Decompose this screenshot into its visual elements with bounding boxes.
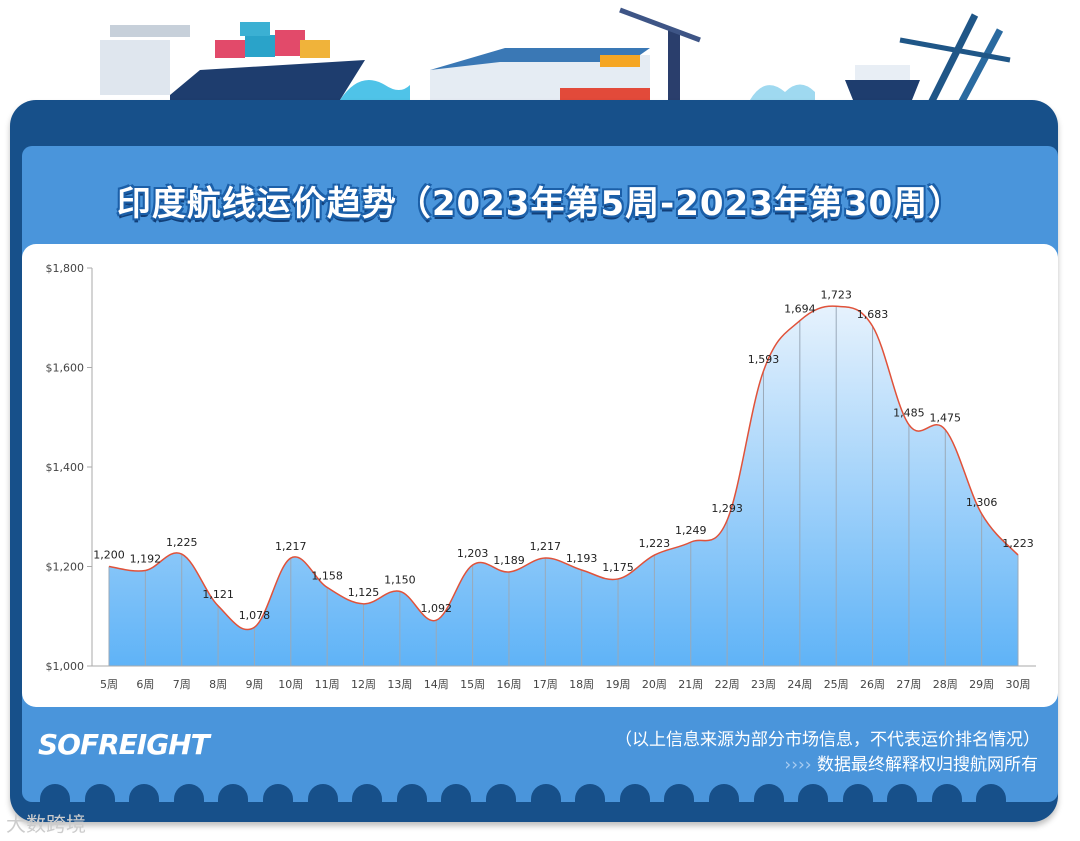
data-label: 1,223 <box>639 537 671 550</box>
data-label: 1,150 <box>384 573 416 586</box>
edge-notch <box>307 784 338 806</box>
x-tick-label: 17周 <box>533 678 558 691</box>
data-label: 1,192 <box>130 552 162 565</box>
edge-notch <box>396 784 427 806</box>
area-fill <box>109 306 1018 666</box>
x-tick-label: 28周 <box>933 678 958 691</box>
edge-notch <box>842 784 873 806</box>
edge-notch <box>619 784 650 806</box>
copyright-text: 数据最终解释权归搜航网所有 <box>817 755 1038 775</box>
edge-notch <box>129 784 160 806</box>
edge-notch <box>262 784 293 806</box>
data-label: 1,158 <box>311 569 343 582</box>
x-tick-label: 24周 <box>787 678 812 691</box>
data-label: 1,217 <box>530 540 562 553</box>
x-tick-label: 18周 <box>569 678 594 691</box>
y-tick-label: $1,800 <box>46 262 85 275</box>
x-tick-label: 12周 <box>351 678 376 691</box>
data-label: 1,203 <box>457 547 489 560</box>
x-tick-label: 27周 <box>896 678 921 691</box>
data-label: 1,200 <box>93 549 125 562</box>
edge-notch <box>40 784 70 806</box>
data-label: 1,092 <box>420 602 452 615</box>
data-label: 1,189 <box>493 554 525 567</box>
x-tick-label: 15周 <box>460 678 485 691</box>
source-note: （以上信息来源为部分市场信息，不代表运价排名情况） <box>615 730 1040 750</box>
edge-notch <box>753 784 784 806</box>
x-tick-label: 19周 <box>606 678 631 691</box>
data-label: 1,475 <box>930 412 962 425</box>
data-label: 1,249 <box>675 524 707 537</box>
data-label: 1,593 <box>748 353 780 366</box>
chart-card: $1,000 $1,200 $1,400 $1,600 $1,800 5周 6周 7周 8周 9周… <box>22 244 1058 707</box>
data-label: 1,175 <box>602 561 634 574</box>
edge-notch <box>931 784 962 806</box>
data-label: 1,683 <box>857 308 889 321</box>
edge-notch <box>173 784 204 806</box>
data-label: 1,125 <box>348 586 380 599</box>
data-label: 1,485 <box>893 407 925 420</box>
x-tick-label: 22周 <box>715 678 740 691</box>
edge-notch <box>352 784 383 806</box>
y-tick-label: $1,600 <box>46 362 85 375</box>
x-tick-label: 30周 <box>1006 678 1031 691</box>
edge-notch <box>887 784 918 806</box>
data-label: 1,293 <box>711 502 743 515</box>
x-tick-label: 14周 <box>424 678 449 691</box>
x-tick-label: 11周 <box>315 678 340 691</box>
data-label: 1,193 <box>566 552 598 565</box>
ticket-edge <box>40 784 1007 806</box>
edge-notch <box>798 784 829 806</box>
data-label: 1,694 <box>784 303 816 316</box>
area-chart: $1,000 $1,200 $1,400 $1,600 $1,800 5周 6周 7周 8周 9周… <box>46 262 1036 691</box>
y-tick-label: $1,200 <box>46 561 85 574</box>
data-label: 1,225 <box>166 536 198 549</box>
x-tick-label: 23周 <box>751 678 776 691</box>
data-label: 1,121 <box>202 588 234 601</box>
x-tick-label: 6周 <box>136 678 154 691</box>
data-label: 1,217 <box>275 540 307 553</box>
chart-title: 印度航线运价趋势（2023年第5周-2023年第30周） <box>116 184 964 224</box>
x-tick-label: 21周 <box>678 678 703 691</box>
edge-notch <box>708 784 739 806</box>
x-tick-label: 16周 <box>496 678 521 691</box>
edge-notch <box>441 784 472 806</box>
x-tick-label: 7周 <box>173 678 191 691</box>
harbor-illustration <box>100 7 1011 107</box>
edge-notch <box>530 784 561 806</box>
x-tick-label: 13周 <box>387 678 412 691</box>
edge-notch <box>485 784 516 806</box>
series-line <box>108 305 1019 631</box>
sofreight-logo: SOFREIGHT <box>38 728 210 761</box>
data-label: 1,078 <box>239 609 271 622</box>
data-label: 1,223 <box>1002 537 1034 550</box>
x-tick-label: 5周 <box>100 678 118 691</box>
edge-notch <box>976 784 1007 806</box>
edge-notch <box>575 784 606 806</box>
y-tick-label: $1,000 <box>46 660 85 673</box>
copyright-note: ›››› 数据最终解释权归搜航网所有 <box>784 750 1038 775</box>
edge-notch <box>664 784 695 806</box>
watermark: 大数跨境 <box>6 812 86 836</box>
edge-notch <box>84 784 115 806</box>
edge-notch <box>218 784 249 806</box>
x-tick-label: 10周 <box>278 678 303 691</box>
data-label: 1,306 <box>966 496 998 509</box>
x-tick-label: 26周 <box>860 678 885 691</box>
y-tick-label: $1,400 <box>46 461 85 474</box>
x-tick-label: 9周 <box>245 678 263 691</box>
data-label: 1,723 <box>820 288 852 301</box>
x-tick-label: 25周 <box>824 678 849 691</box>
x-tick-label: 20周 <box>642 678 667 691</box>
x-tick-label: 29周 <box>969 678 994 691</box>
x-tick-label: 8周 <box>209 678 227 691</box>
arrows-icon: ›››› <box>784 755 812 775</box>
